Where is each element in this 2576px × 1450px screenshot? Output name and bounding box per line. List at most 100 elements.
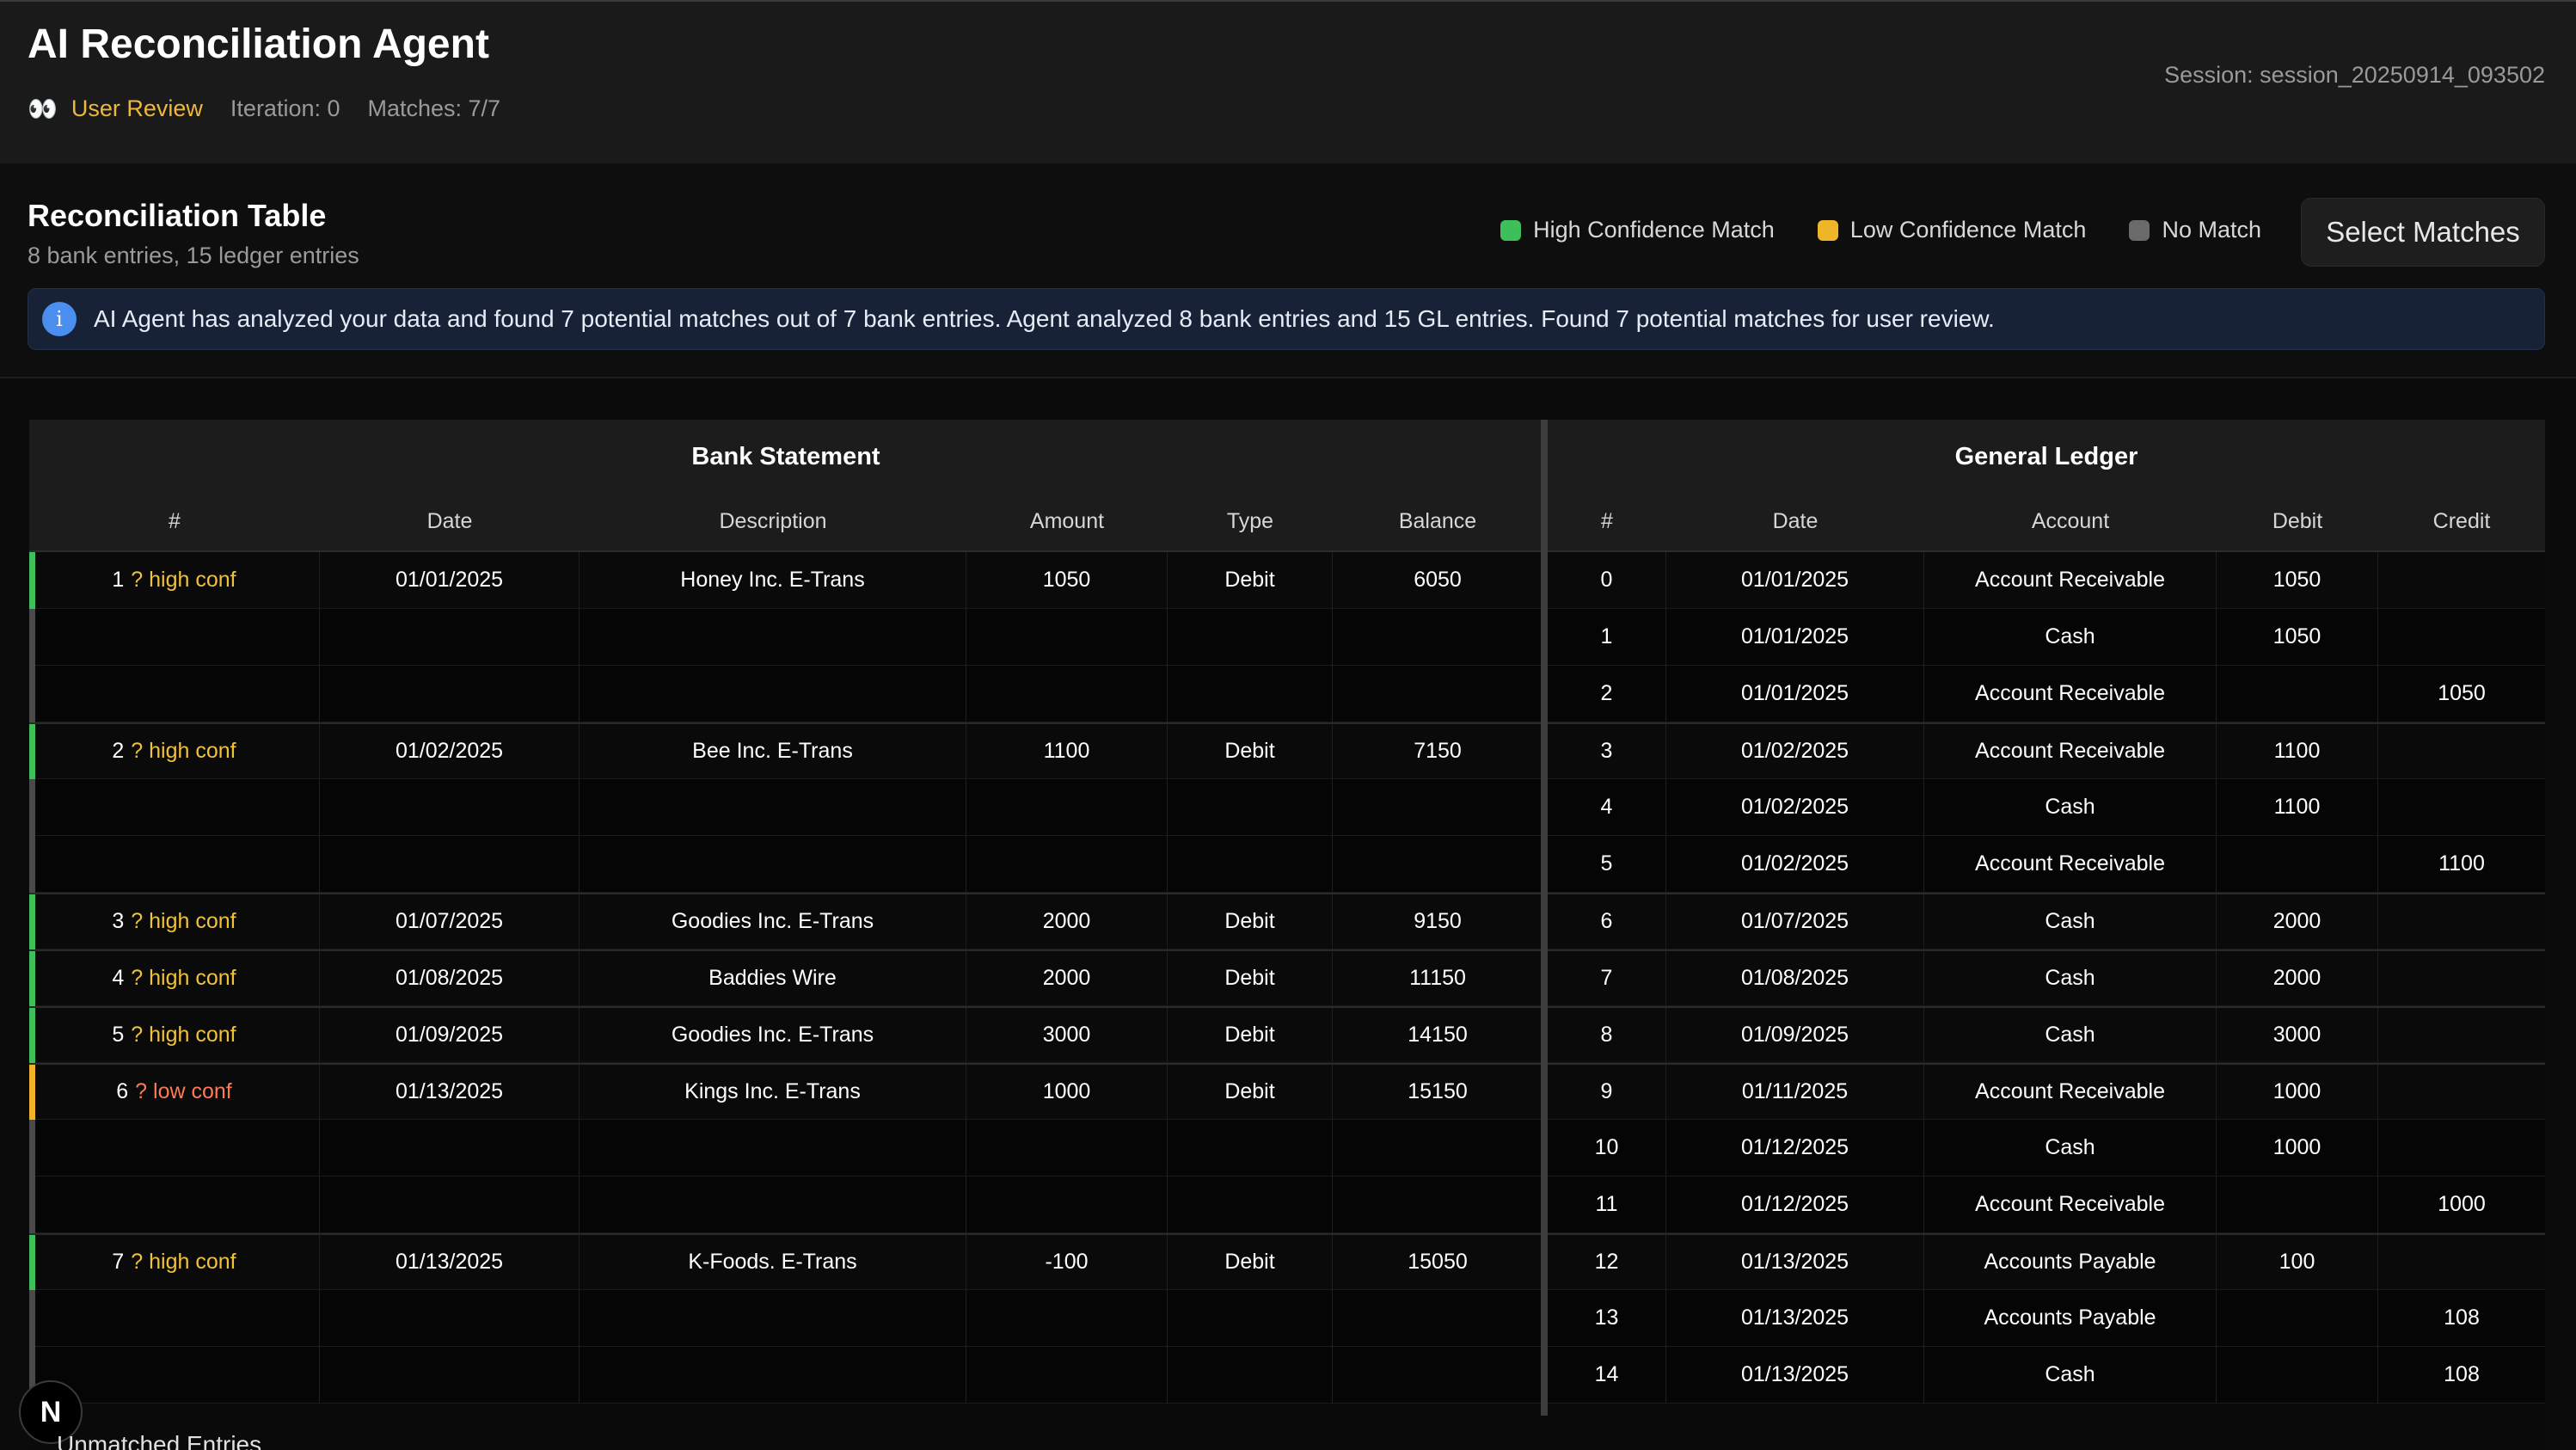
bank-cell-description: Bee Inc. E-Trans bbox=[580, 724, 966, 779]
ledger-cell-num: 5 bbox=[1548, 836, 1666, 893]
ledger-cell-date: 01/11/2025 bbox=[1666, 1065, 1924, 1120]
ledger-row[interactable]: 7 01/08/2025 Cash 2000 bbox=[1548, 949, 2545, 1006]
ledger-cell-debit bbox=[2217, 1290, 2378, 1347]
ledger-cell-credit: 108 bbox=[2378, 1290, 2545, 1347]
bank-cell-balance: 15150 bbox=[1333, 1065, 1543, 1120]
nextjs-icon[interactable]: N bbox=[19, 1380, 83, 1444]
bank-row[interactable]: 3? high conf 01/07/2025 Goodies Inc. E-Tra… bbox=[29, 893, 1543, 949]
bank-col-amount[interactable]: Amount bbox=[966, 494, 1168, 550]
confidence-label[interactable]: ? high conf bbox=[131, 966, 236, 990]
bank-cell-balance: 14150 bbox=[1333, 1008, 1543, 1063]
ledger-row[interactable]: 14 01/13/2025 Cash 108 bbox=[1548, 1347, 2545, 1404]
ledger-row[interactable]: 3 01/02/2025 Account Receivable 1100 bbox=[1548, 722, 2545, 779]
ledger-cell-debit: 3000 bbox=[2217, 1008, 2378, 1063]
ledger-row[interactable]: 4 01/02/2025 Cash 1100 bbox=[1548, 779, 2545, 836]
bank-col-type[interactable]: Type bbox=[1168, 494, 1333, 550]
bank-cell-empty bbox=[966, 779, 1168, 836]
ledger-cell-num: 7 bbox=[1548, 951, 1666, 1006]
reconciliation-table: Bank Statement # Date Description Amount… bbox=[29, 420, 2545, 1450]
ledger-cell-date: 01/13/2025 bbox=[1666, 1235, 1924, 1290]
ledger-row[interactable]: 12 01/13/2025 Accounts Payable 100 bbox=[1548, 1233, 2545, 1290]
ledger-cell-num: 6 bbox=[1548, 894, 1666, 949]
ledger-row[interactable]: 11 01/12/2025 Account Receivable 1000 bbox=[1548, 1177, 2545, 1233]
ledger-col-credit[interactable]: Credit bbox=[2378, 494, 2545, 550]
ledger-cell-debit: 1050 bbox=[2217, 552, 2378, 609]
ledger-col-account[interactable]: Account bbox=[1924, 494, 2217, 550]
ledger-cell-num: 12 bbox=[1548, 1235, 1666, 1290]
bank-col-num[interactable]: # bbox=[29, 494, 320, 550]
ledger-cell-credit bbox=[2378, 724, 2545, 779]
ledger-cell-credit: 1050 bbox=[2378, 666, 2545, 722]
bank-row[interactable]: 4? high conf 01/08/2025 Baddies Wire 2000 De… bbox=[29, 949, 1543, 1006]
ledger-cell-debit: 1000 bbox=[2217, 1065, 2378, 1120]
ledger-row[interactable]: 6 01/07/2025 Cash 2000 bbox=[1548, 893, 2545, 949]
bank-col-date[interactable]: Date bbox=[320, 494, 580, 550]
ledger-row[interactable]: 0 01/01/2025 Account Receivable 1050 bbox=[1548, 552, 2545, 609]
bank-cell-empty bbox=[320, 1290, 580, 1347]
legend-none: No Match bbox=[2129, 217, 2261, 243]
bank-col-description[interactable]: Description bbox=[580, 494, 966, 550]
bank-row[interactable]: 5? high conf 01/09/2025 Goodies Inc. E-Tra… bbox=[29, 1006, 1543, 1063]
ledger-cell-date: 01/01/2025 bbox=[1666, 552, 1924, 609]
info-banner: i AI Agent has analyzed your data and fo… bbox=[28, 288, 2545, 350]
bank-cell-empty bbox=[1168, 1347, 1333, 1404]
ledger-col-debit[interactable]: Debit bbox=[2217, 494, 2378, 550]
bank-cell-empty bbox=[1168, 1290, 1333, 1347]
bank-cell-amount: 1100 bbox=[966, 724, 1168, 779]
ledger-cell-account: Cash bbox=[1924, 1120, 2217, 1177]
bank-cell-num: 4? high conf bbox=[29, 951, 320, 1006]
ledger-row[interactable]: 2 01/01/2025 Account Receivable 1050 bbox=[1548, 666, 2545, 722]
ledger-row[interactable]: 10 01/12/2025 Cash 1000 bbox=[1548, 1120, 2545, 1177]
ledger-cell-account: Account Receivable bbox=[1924, 724, 2217, 779]
bank-cell-type: Debit bbox=[1168, 1008, 1333, 1063]
bank-cell-type: Debit bbox=[1168, 552, 1333, 609]
bank-row bbox=[29, 779, 1543, 836]
confidence-label[interactable]: ? high conf bbox=[131, 1023, 236, 1047]
confidence-label[interactable]: ? low conf bbox=[135, 1079, 232, 1103]
bank-cell-empty bbox=[1333, 1177, 1543, 1233]
bank-header-row: # Date Description Amount Type Balance bbox=[29, 494, 1543, 552]
bank-col-balance[interactable]: Balance bbox=[1333, 494, 1543, 550]
bank-cell-type: Debit bbox=[1168, 894, 1333, 949]
ledger-cell-num: 3 bbox=[1548, 724, 1666, 779]
confidence-label[interactable]: ? high conf bbox=[131, 909, 236, 933]
bank-row[interactable]: 2? high conf 01/02/2025 Bee Inc. E-Trans 11… bbox=[29, 722, 1543, 779]
bank-body: 1? high conf 01/01/2025 Honey Inc. E-Trans… bbox=[29, 552, 1543, 1404]
select-matches-button[interactable]: Select Matches bbox=[2301, 198, 2545, 267]
ledger-row[interactable]: 8 01/09/2025 Cash 3000 bbox=[1548, 1006, 2545, 1063]
ledger-row[interactable]: 13 01/13/2025 Accounts Payable 108 bbox=[1548, 1290, 2545, 1347]
bank-cell-description: Baddies Wire bbox=[580, 951, 966, 1006]
ledger-cell-debit: 2000 bbox=[2217, 894, 2378, 949]
confidence-label[interactable]: ? high conf bbox=[131, 568, 236, 592]
ledger-row[interactable]: 9 01/11/2025 Account Receivable 1000 bbox=[1548, 1063, 2545, 1120]
ledger-cell-num: 4 bbox=[1548, 779, 1666, 836]
bank-row[interactable]: 7? high conf 01/13/2025 K-Foods. E-Trans -1… bbox=[29, 1233, 1543, 1290]
legend-high-label: High Confidence Match bbox=[1533, 217, 1775, 243]
ledger-row[interactable]: 1 01/01/2025 Cash 1050 bbox=[1548, 609, 2545, 666]
bank-cell-num: 7? high conf bbox=[29, 1235, 320, 1290]
ledger-cell-credit: 108 bbox=[2378, 1347, 2545, 1404]
ledger-cell-credit bbox=[2378, 609, 2545, 666]
bank-cell-empty bbox=[1333, 836, 1543, 893]
ledger-col-date[interactable]: Date bbox=[1666, 494, 1924, 550]
bank-cell-amount: 3000 bbox=[966, 1008, 1168, 1063]
ledger-row[interactable]: 5 01/02/2025 Account Receivable 1100 bbox=[1548, 836, 2545, 893]
bank-cell-date: 01/13/2025 bbox=[320, 1065, 580, 1120]
bank-cell-empty bbox=[580, 609, 966, 666]
ledger-cell-account: Account Receivable bbox=[1924, 836, 2217, 893]
ledger-col-num[interactable]: # bbox=[1548, 494, 1666, 550]
bank-cell-empty bbox=[966, 1120, 1168, 1177]
ledger-cell-date: 01/07/2025 bbox=[1666, 894, 1924, 949]
ledger-cell-account: Accounts Payable bbox=[1924, 1290, 2217, 1347]
ledger-panel-title: General Ledger bbox=[1548, 420, 2545, 494]
bank-row[interactable]: 1? high conf 01/01/2025 Honey Inc. E-Trans… bbox=[29, 552, 1543, 609]
bank-row bbox=[29, 1290, 1543, 1347]
bank-row[interactable]: 6? low conf 01/13/2025 Kings Inc. E-Trans 1… bbox=[29, 1063, 1543, 1120]
ledger-cell-account: Cash bbox=[1924, 609, 2217, 666]
confidence-label[interactable]: ? high conf bbox=[131, 1250, 236, 1274]
confidence-label[interactable]: ? high conf bbox=[131, 739, 236, 763]
match-status-accent bbox=[29, 666, 35, 722]
bank-cell-empty bbox=[1333, 666, 1543, 722]
legend-high-swatch bbox=[1500, 219, 1522, 241]
bank-row-number: 5 bbox=[112, 1023, 125, 1047]
